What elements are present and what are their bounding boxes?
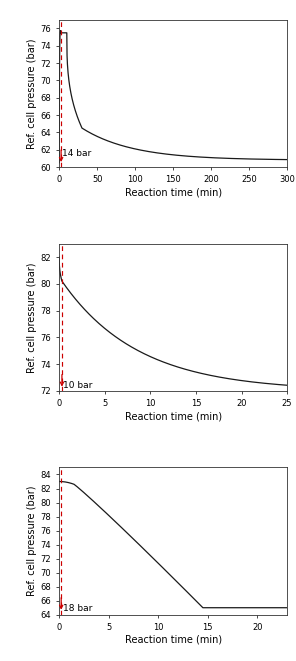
Y-axis label: Ref. cell pressure (bar): Ref. cell pressure (bar) (27, 262, 37, 373)
Y-axis label: Ref. cell pressure (bar): Ref. cell pressure (bar) (27, 486, 37, 596)
Text: 14 bar: 14 bar (62, 149, 91, 159)
X-axis label: Reaction time (min): Reaction time (min) (125, 411, 222, 421)
X-axis label: Reaction time (min): Reaction time (min) (125, 635, 222, 645)
Text: 18 bar: 18 bar (63, 604, 93, 613)
Text: 10 bar: 10 bar (63, 381, 93, 389)
Y-axis label: Ref. cell pressure (bar): Ref. cell pressure (bar) (27, 38, 37, 149)
X-axis label: Reaction time (min): Reaction time (min) (125, 187, 222, 197)
